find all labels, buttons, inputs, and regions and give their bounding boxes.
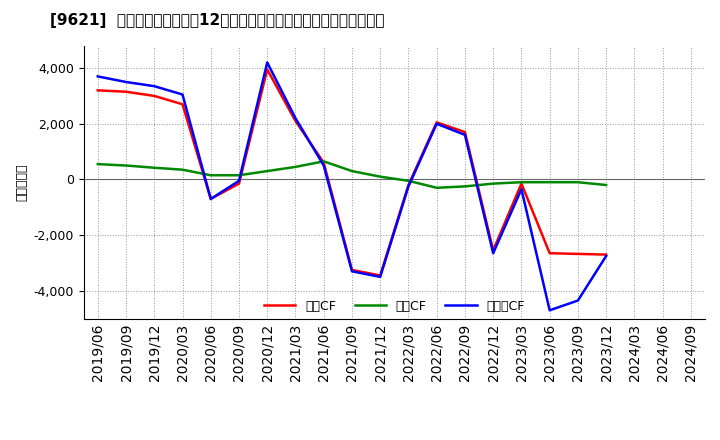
フリーCF xyxy=(94,74,102,79)
投資CF xyxy=(122,163,130,168)
投資CF xyxy=(291,164,300,169)
投資CF xyxy=(602,182,611,187)
営業CF xyxy=(404,182,413,187)
営業CF xyxy=(433,120,441,125)
投資CF xyxy=(150,165,158,170)
フリーCF xyxy=(517,187,526,192)
フリーCF xyxy=(150,84,158,89)
Legend: 営業CF, 投資CF, フリーCF: 営業CF, 投資CF, フリーCF xyxy=(258,295,530,318)
フリーCF xyxy=(291,116,300,121)
営業CF xyxy=(545,250,554,256)
フリーCF xyxy=(489,250,498,256)
投資CF xyxy=(178,167,186,172)
Text: [9621]  キャッシュフローの12か月移動合計の対前年同期増減額の推移: [9621] キャッシュフローの12か月移動合計の対前年同期増減額の推移 xyxy=(50,13,385,28)
フリーCF xyxy=(545,308,554,313)
営業CF xyxy=(461,129,469,135)
営業CF xyxy=(348,267,356,272)
投資CF xyxy=(545,180,554,185)
フリーCF xyxy=(320,163,328,168)
Line: フリーCF: フリーCF xyxy=(98,62,606,310)
フリーCF xyxy=(404,184,413,189)
営業CF xyxy=(207,196,215,202)
投資CF xyxy=(404,178,413,183)
投資CF xyxy=(433,185,441,191)
営業CF xyxy=(376,273,384,278)
営業CF xyxy=(517,181,526,186)
フリーCF xyxy=(376,274,384,279)
フリーCF xyxy=(207,196,215,202)
フリーCF xyxy=(602,253,611,259)
フリーCF xyxy=(433,121,441,126)
投資CF xyxy=(574,180,582,185)
投資CF xyxy=(376,174,384,179)
営業CF xyxy=(263,67,271,72)
営業CF xyxy=(122,89,130,94)
投資CF xyxy=(263,169,271,174)
投資CF xyxy=(348,169,356,174)
営業CF xyxy=(489,248,498,253)
フリーCF xyxy=(348,269,356,274)
Line: 投資CF: 投資CF xyxy=(98,161,606,188)
フリーCF xyxy=(461,132,469,138)
投資CF xyxy=(517,180,526,185)
投資CF xyxy=(207,172,215,178)
営業CF xyxy=(94,88,102,93)
営業CF xyxy=(291,118,300,124)
フリーCF xyxy=(574,298,582,303)
フリーCF xyxy=(235,178,243,183)
フリーCF xyxy=(263,60,271,65)
Y-axis label: （百万円）: （百万円） xyxy=(15,164,28,201)
営業CF xyxy=(178,102,186,107)
フリーCF xyxy=(122,79,130,84)
投資CF xyxy=(461,184,469,189)
投資CF xyxy=(489,181,498,186)
営業CF xyxy=(150,93,158,99)
Line: 営業CF: 営業CF xyxy=(98,70,606,275)
営業CF xyxy=(235,181,243,186)
営業CF xyxy=(602,252,611,257)
フリーCF xyxy=(178,92,186,97)
営業CF xyxy=(320,160,328,165)
投資CF xyxy=(94,161,102,167)
投資CF xyxy=(235,172,243,178)
投資CF xyxy=(320,159,328,164)
